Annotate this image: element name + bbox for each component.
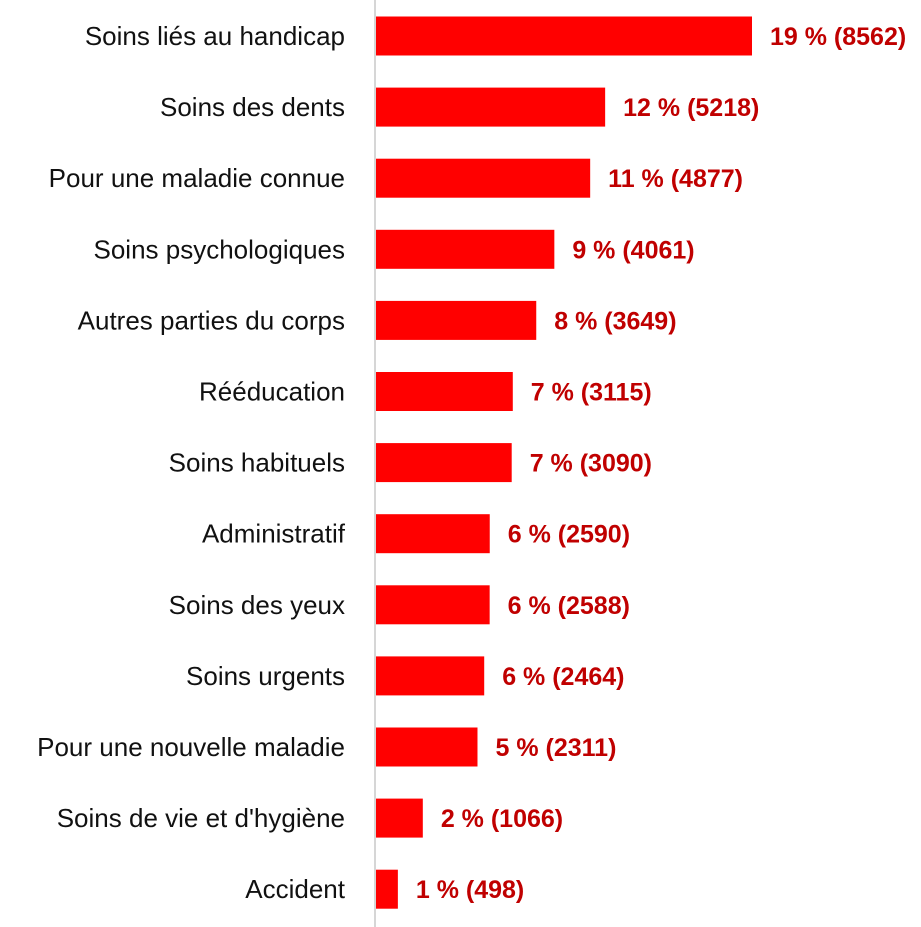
value-label: 19 % (8562) [770, 23, 906, 51]
category-label: Autres parties du corps [78, 305, 345, 335]
value-label: 7 % (3115) [531, 379, 652, 407]
bar [376, 727, 478, 767]
category-label: Soins de vie et d'hygiène [57, 803, 345, 833]
bar [376, 16, 752, 56]
value-label: 1 % (498) [416, 876, 524, 904]
category-label: Soins habituels [169, 448, 345, 478]
value-label: 9 % (4061) [572, 236, 694, 264]
value-label: 5 % (2311) [495, 734, 616, 762]
bar [376, 443, 512, 483]
category-label: Soins des dents [160, 92, 345, 122]
value-label: 7 % (3090) [530, 450, 652, 478]
category-label: Pour une nouvelle maladie [37, 732, 345, 762]
bar [376, 372, 513, 411]
bar [376, 158, 591, 198]
value-label: 6 % (2588) [508, 592, 630, 620]
category-label: Administratif [202, 519, 346, 549]
value-label: 8 % (3649) [554, 307, 676, 335]
value-label: 11 % (4877) [608, 165, 743, 193]
bar [376, 869, 398, 909]
value-label: 2 % (1066) [441, 805, 563, 833]
category-label: Rééducation [199, 377, 345, 407]
bar [376, 585, 490, 625]
bar [376, 300, 537, 340]
category-label: Accident [245, 874, 345, 904]
bar [376, 87, 606, 127]
bar [376, 798, 423, 838]
value-label: 6 % (2464) [502, 663, 624, 691]
value-label: 6 % (2590) [508, 521, 630, 549]
bar [376, 229, 555, 269]
value-labels: 19 % (8562) 12 % (5218) 11 % (4877) 9 % (40… [416, 23, 906, 904]
bar [376, 656, 485, 696]
category-labels: Soins liés au handicap Soins des dents Pou… [37, 21, 346, 904]
value-label: 12 % (5218) [623, 94, 759, 122]
bar [376, 514, 490, 554]
category-label: Soins urgents [186, 661, 345, 691]
bars [376, 16, 752, 909]
category-label: Soins liés au handicap [85, 21, 345, 51]
category-label: Soins psychologiques [94, 234, 346, 264]
category-label: Soins des yeux [169, 590, 345, 620]
category-label: Pour une maladie connue [49, 163, 345, 193]
